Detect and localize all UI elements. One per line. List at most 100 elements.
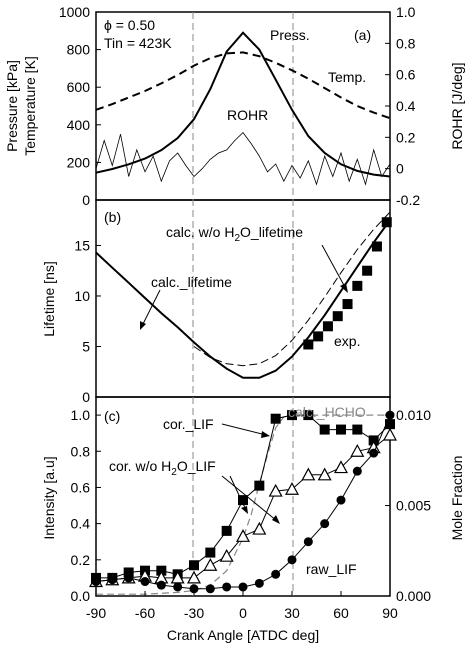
phi-annotation: ϕ = 0.50 — [104, 17, 155, 33]
panel-b-ytick-label: 15 — [74, 237, 90, 253]
panel-a-ytick-label: 400 — [67, 117, 91, 133]
cor-wo-h2o-lif-marker — [203, 557, 218, 571]
calc-wo-arrowhead — [340, 283, 348, 293]
calc-wo-prefix: calc. w/o H — [166, 224, 234, 240]
x-tick-label: -30 — [184, 605, 204, 621]
exp-marker — [332, 311, 343, 322]
cor-lif-marker — [303, 410, 314, 421]
cor-lif-marker — [254, 480, 265, 491]
panel-b-ylabel: Lifetime [ns] — [41, 261, 57, 336]
panel-a-ylabel-left-1: Pressure [kPa] — [4, 60, 20, 152]
exp-label: exp. — [334, 333, 360, 349]
cor-lif-marker — [189, 560, 199, 571]
raw-lif-marker — [271, 569, 281, 579]
cor-lif-marker — [385, 419, 395, 430]
exp-marker — [313, 331, 324, 342]
x-tick-label: -90 — [86, 605, 106, 621]
raw-lif-marker — [189, 584, 199, 594]
panel-a-ytick-label: 600 — [67, 79, 91, 95]
cor-wo-arrowhead-2 — [241, 506, 248, 514]
raw-lif-label: raw_LIF — [306, 561, 357, 577]
cor-wo-h2o-lif-marker — [252, 521, 267, 535]
panel-c-ytick-label: 0.6 — [71, 479, 91, 495]
calc-wo-h2o-lifetime-line — [193, 211, 391, 367]
plot-layer — [88, 31, 398, 595]
cor-lif-marker — [270, 413, 281, 424]
raw-lif-marker — [156, 580, 166, 590]
cor-lif-marker — [238, 495, 248, 506]
cor-wo-h2o-lif-marker — [382, 427, 398, 441]
exp-marker — [381, 217, 392, 228]
temperature-line — [95, 51, 391, 120]
panel-a-ytick-right-label: 0.8 — [396, 35, 416, 51]
cor-wo-h2o-lif-marker — [350, 444, 365, 457]
panel-a-ytick-label: 0 — [82, 192, 90, 208]
panel-a-ytick-label: 200 — [67, 154, 91, 170]
panel-c-ytick-label: 0.2 — [71, 552, 91, 568]
cor-wo-h2o-lif-marker — [219, 548, 234, 562]
exp-marker — [342, 299, 353, 310]
cor-lif-marker — [287, 410, 297, 421]
raw-lif-marker — [107, 575, 117, 585]
tick-layer: 02004006008001000-0.200.20.40.60.81.0051… — [59, 4, 431, 621]
cor-wo-h2o-lif-marker — [186, 570, 202, 584]
raw-lif-marker — [91, 577, 101, 587]
x-tick-label: 30 — [284, 605, 300, 621]
panel-a-ylabel-right: ROHR [J/deg] — [449, 62, 465, 149]
cor-wo-suffix: O_LIF — [177, 458, 216, 474]
raw-lif-marker — [287, 555, 297, 565]
cor-lif-marker — [336, 424, 346, 435]
panel-c-label: (c) — [104, 408, 120, 424]
calc-lifetime-line — [95, 219, 391, 379]
cor-lif-marker — [221, 525, 232, 536]
cor-wo-h2o-lif-marker — [301, 467, 316, 481]
panel-a-ylabel-left-2: Temperature [K] — [22, 56, 38, 156]
panel-c-ytick-label: 1.0 — [71, 407, 91, 423]
x-tick-label: 0 — [239, 605, 247, 621]
raw-lif-marker — [238, 582, 248, 592]
panel-c-ytick-label: 0.0 — [71, 588, 91, 604]
exp-marker — [352, 280, 363, 291]
panel-a-ytick-right-label: 1.0 — [396, 4, 416, 20]
calc-wo-h2o-lifetime-label: calc. w/o H2O_lifetime — [166, 224, 303, 244]
pressure-line — [95, 31, 391, 178]
raw-lif-marker — [254, 578, 264, 588]
panel-c-ylabel-right: Mole Fraction — [449, 456, 465, 541]
exp-marker — [362, 265, 373, 276]
panel-a-ytick-right-label: 0 — [396, 161, 404, 177]
panel-a-ytick-label: 1000 — [59, 4, 90, 20]
cor-wo-h2o-lif-marker — [317, 467, 332, 481]
panel-c-ytick-right-label: 0.010 — [396, 407, 431, 423]
temp-label: Temp. — [328, 69, 366, 85]
cor-wo-h2o-lif-marker — [333, 460, 349, 474]
cor-lif-marker — [352, 424, 363, 435]
raw-lif-marker — [140, 577, 150, 587]
panel-b-ytick-label: 0 — [82, 389, 90, 405]
rohr-label: ROHR — [227, 107, 268, 123]
calc-lifetime-arrowhead — [140, 321, 146, 330]
cor-wo-arrowhead — [272, 515, 280, 524]
cor-wo-h2o-lif-marker — [268, 483, 283, 497]
panel-c-ytick-right-label: 0.005 — [396, 498, 431, 514]
exp-marker — [303, 339, 314, 350]
raw-lif-marker — [124, 573, 134, 583]
calc-hcho-label: calc._HCHO — [288, 404, 366, 420]
x-tick-label: -60 — [135, 605, 155, 621]
exp-marker — [322, 321, 333, 332]
raw-lif-marker — [303, 537, 313, 547]
raw-lif-marker — [320, 519, 330, 529]
panel-c-ytick-label: 0.4 — [71, 516, 91, 532]
panel-c-ylabel-left: Intensity [a.u] — [41, 456, 57, 539]
raw-lif-marker — [352, 466, 362, 476]
cor-wo-leader-2 — [229, 475, 247, 511]
panel-a-ytick-right-label: 0.6 — [396, 67, 416, 83]
panel-a-label: (a) — [354, 27, 371, 43]
raw-lif-marker — [205, 584, 215, 594]
calc-wo-leader — [321, 244, 347, 290]
panel-c-ytick-label: 0.8 — [71, 443, 91, 459]
cor-lif-arrowhead — [261, 431, 270, 438]
calc-lifetime-label: calc._lifetime — [151, 274, 232, 290]
cor-wo-prefix: cor. w/o H — [109, 458, 171, 474]
calc-lifetime-leader — [141, 289, 161, 327]
